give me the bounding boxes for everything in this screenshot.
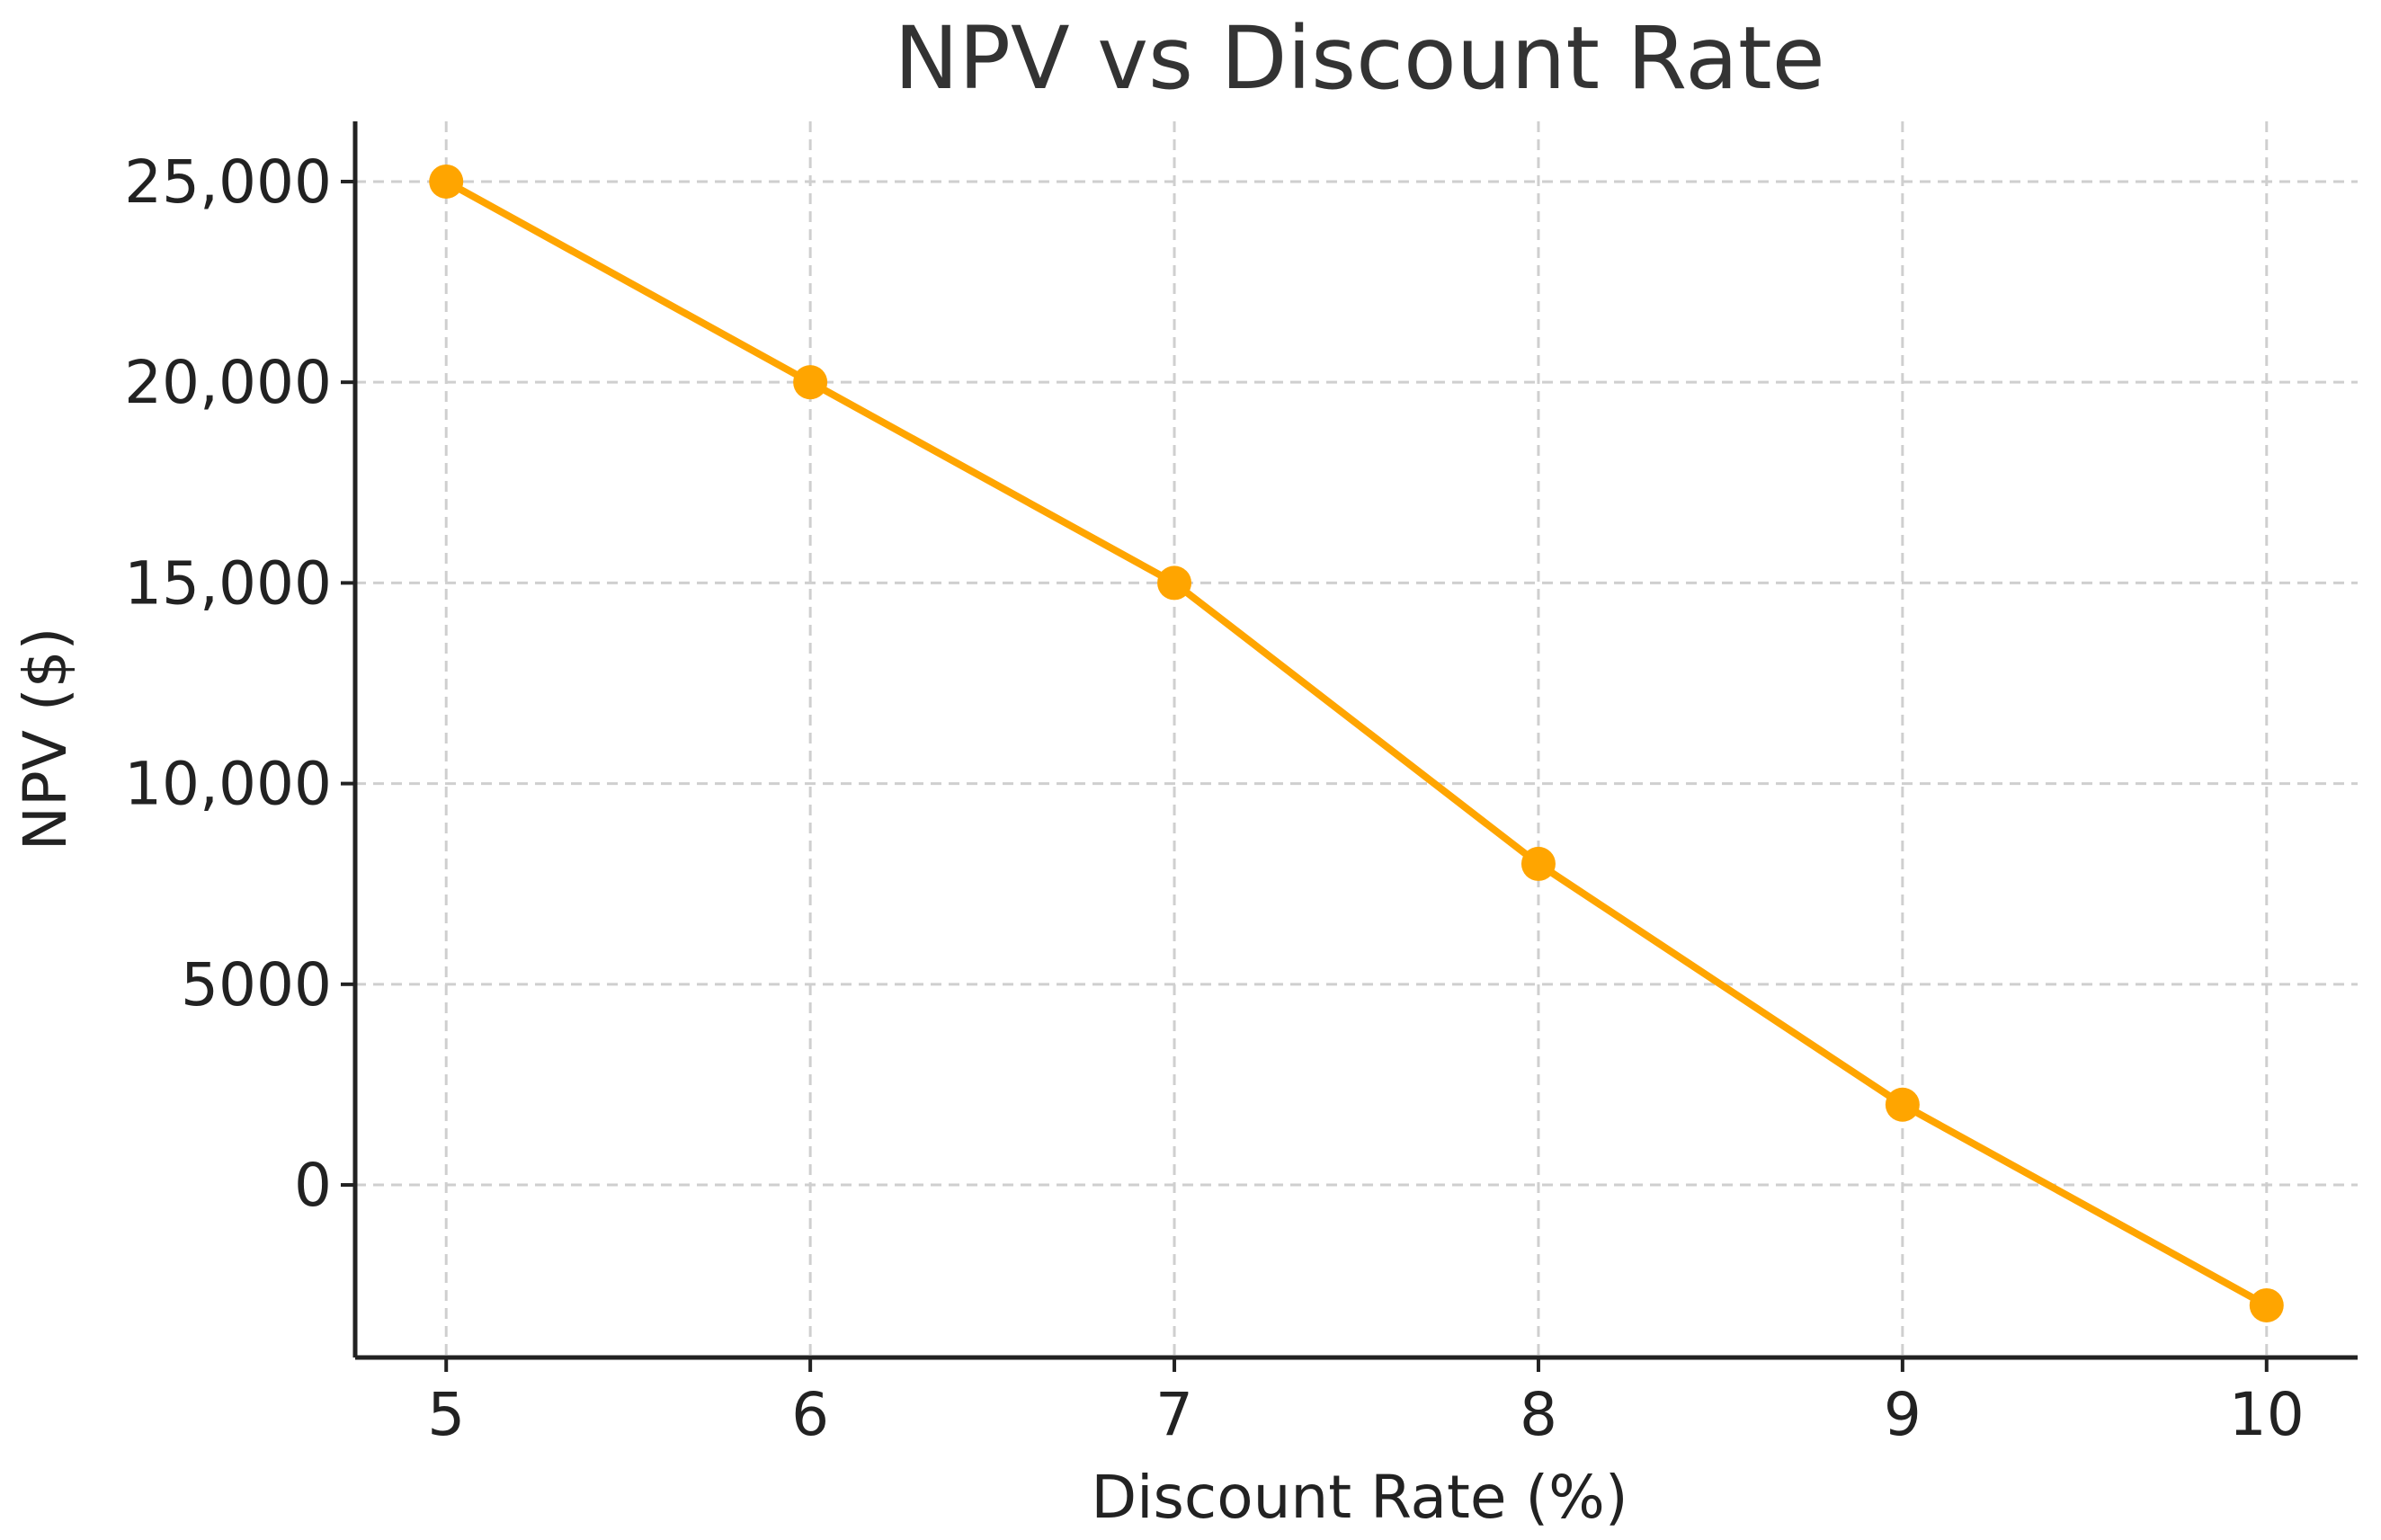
chart-title: NPV vs Discount Rate xyxy=(894,8,1824,109)
y-tick-label: 5000 xyxy=(181,950,332,1019)
x-tick-label: 8 xyxy=(1520,1380,1557,1449)
ticks: 5 6 7 8 9 10 0 5000 10,000 15,000 20,000 25,000 xyxy=(124,147,2305,1449)
x-tick-label: 5 xyxy=(427,1380,465,1449)
data-point xyxy=(2249,1287,2284,1322)
x-tick-label: 10 xyxy=(2229,1380,2305,1449)
data-point xyxy=(1885,1087,1920,1122)
y-tick-label: 20,000 xyxy=(124,348,332,417)
x-tick-label: 6 xyxy=(791,1380,829,1449)
x-axis-label: Discount Rate (%) xyxy=(1091,1463,1627,1532)
data-point xyxy=(1157,565,1192,601)
y-axis-label: NPV ($) xyxy=(11,628,80,851)
y-tick-label: 15,000 xyxy=(124,548,332,618)
data-point xyxy=(793,365,828,400)
x-tick-label: 9 xyxy=(1884,1380,1922,1449)
grid xyxy=(355,121,2358,1358)
axes xyxy=(352,121,2358,1360)
y-tick-label: 10,000 xyxy=(124,750,332,819)
series-line xyxy=(442,177,2270,1309)
data-point xyxy=(429,164,464,199)
x-tick-label: 7 xyxy=(1155,1380,1193,1449)
series xyxy=(429,164,2284,1322)
data-point xyxy=(1520,846,1556,881)
y-tick-label: 0 xyxy=(294,1151,332,1220)
y-tick-label: 25,000 xyxy=(124,147,332,217)
